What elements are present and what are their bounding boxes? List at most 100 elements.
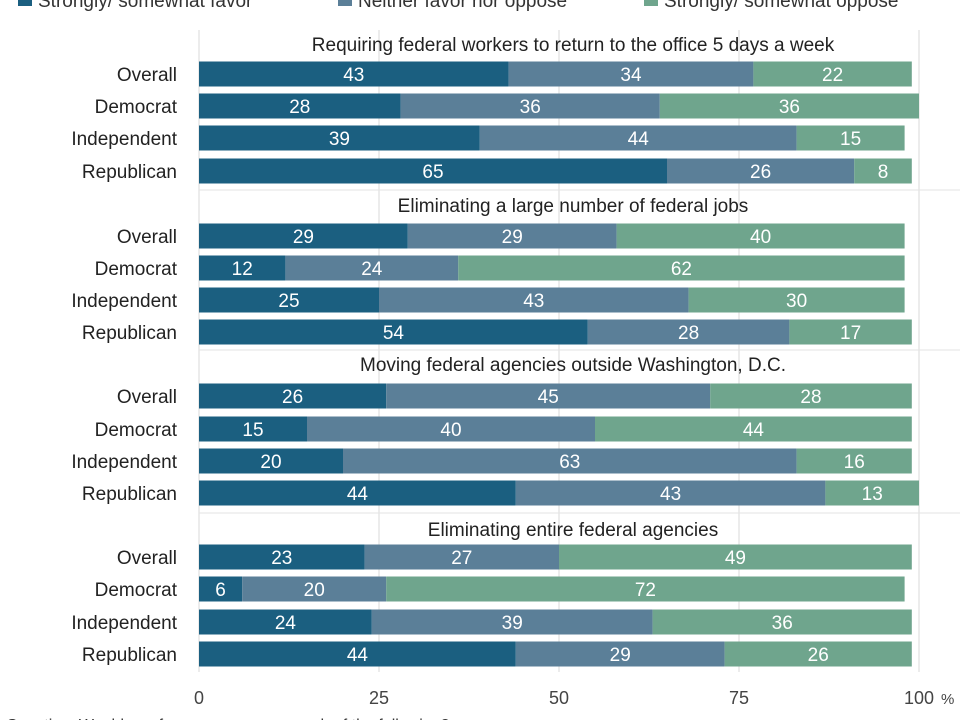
bar-segment [199, 641, 516, 667]
legend-label: Strongly/ somewhat favor [38, 0, 253, 12]
data-label: 39 [502, 613, 523, 634]
data-label: 24 [275, 613, 297, 634]
data-label: 40 [750, 227, 771, 248]
data-label: 25 [278, 291, 299, 312]
data-label: 36 [520, 97, 541, 118]
bar-segment [796, 125, 905, 151]
data-label: 63 [559, 452, 580, 473]
bar-segment [199, 158, 667, 184]
bar-segment [307, 416, 595, 442]
bar-segment [199, 223, 408, 249]
data-label: 15 [840, 129, 861, 150]
legend-label: Strongly/ somewhat oppose [664, 0, 898, 12]
bar-segment [199, 416, 307, 442]
bar-segment [587, 319, 790, 345]
data-label: 20 [260, 452, 281, 473]
x-tick-label: 50 [549, 688, 569, 708]
row-label: Independent [71, 452, 177, 473]
row-label: Republican [82, 484, 177, 505]
data-label: 13 [862, 484, 883, 505]
bar-segment [199, 480, 516, 506]
data-label: 44 [347, 645, 369, 666]
x-tick-label: 25 [369, 688, 389, 708]
data-label: 43 [523, 291, 544, 312]
data-label: 44 [628, 129, 650, 150]
row-label: Overall [117, 548, 177, 569]
data-label: 28 [289, 97, 310, 118]
data-label: 26 [750, 162, 771, 183]
data-label: 26 [282, 387, 303, 408]
data-label: 20 [304, 580, 325, 601]
data-label: 15 [242, 420, 263, 441]
bar-segment [199, 319, 588, 345]
bar-segment [199, 255, 286, 281]
bar-segment [724, 641, 912, 667]
data-label: 8 [878, 162, 889, 183]
data-label: 23 [271, 548, 292, 569]
bar-segment [825, 480, 919, 506]
bar-segment [199, 61, 509, 87]
bar-segment [616, 223, 905, 249]
panel-title: Eliminating entire federal agencies [428, 520, 718, 541]
bar-segment [789, 319, 912, 345]
legend-swatch [338, 0, 352, 6]
data-label: 44 [743, 420, 765, 441]
bar-segment [652, 609, 912, 635]
bar-segment [659, 93, 919, 119]
data-label: 36 [779, 97, 800, 118]
bar-segment [199, 544, 365, 570]
legend-label: Neither favor nor oppose [358, 0, 567, 12]
data-label: 28 [800, 387, 821, 408]
data-label: 49 [725, 548, 746, 569]
data-label: 39 [329, 129, 350, 150]
bar-segment [595, 416, 912, 442]
data-label: 72 [635, 580, 656, 601]
bar-segment [199, 383, 387, 409]
bar-segment [371, 609, 653, 635]
data-label: 16 [844, 452, 865, 473]
bar-segment [199, 287, 379, 313]
bar-segment [559, 544, 912, 570]
bar-segment [515, 641, 725, 667]
row-label: Independent [71, 291, 177, 312]
bar-segment [508, 61, 754, 87]
x-tick-label: 75 [729, 688, 749, 708]
bar-segment [710, 383, 912, 409]
bar-segment [386, 383, 711, 409]
row-label: Democrat [95, 259, 178, 280]
footnote: Question: Would you favor or oppose … ea… [6, 717, 450, 720]
legend-swatch [18, 0, 32, 6]
bar-segment [515, 480, 826, 506]
panel-title: Eliminating a large number of federal jo… [398, 196, 749, 217]
data-label: 34 [620, 65, 642, 86]
data-label: 43 [660, 484, 681, 505]
data-label: 45 [538, 387, 559, 408]
row-label: Independent [71, 613, 177, 634]
data-label: 54 [383, 323, 405, 344]
row-label: Overall [117, 227, 177, 248]
row-label: Republican [82, 323, 177, 344]
data-label: 22 [822, 65, 843, 86]
bar-segment [343, 448, 797, 474]
data-label: 29 [610, 645, 631, 666]
data-label: 30 [786, 291, 807, 312]
x-unit-label: % [941, 691, 954, 708]
row-label: Democrat [95, 580, 178, 601]
bar-segment [364, 544, 559, 570]
bar-segment [753, 61, 912, 87]
bar-segment [479, 125, 797, 151]
bar-segment [688, 287, 905, 313]
data-label: 27 [451, 548, 472, 569]
data-label: 62 [671, 259, 692, 280]
bar-segment [199, 93, 401, 119]
bar-segment [199, 609, 372, 635]
bar-segment [796, 448, 912, 474]
bar-segment [199, 125, 480, 151]
bar-segment [285, 255, 459, 281]
bar-segment [379, 287, 689, 313]
row-label: Independent [71, 129, 177, 150]
data-label: 6 [215, 580, 226, 601]
bar-segment [400, 93, 660, 119]
panel-title: Requiring federal workers to return to t… [312, 35, 835, 56]
